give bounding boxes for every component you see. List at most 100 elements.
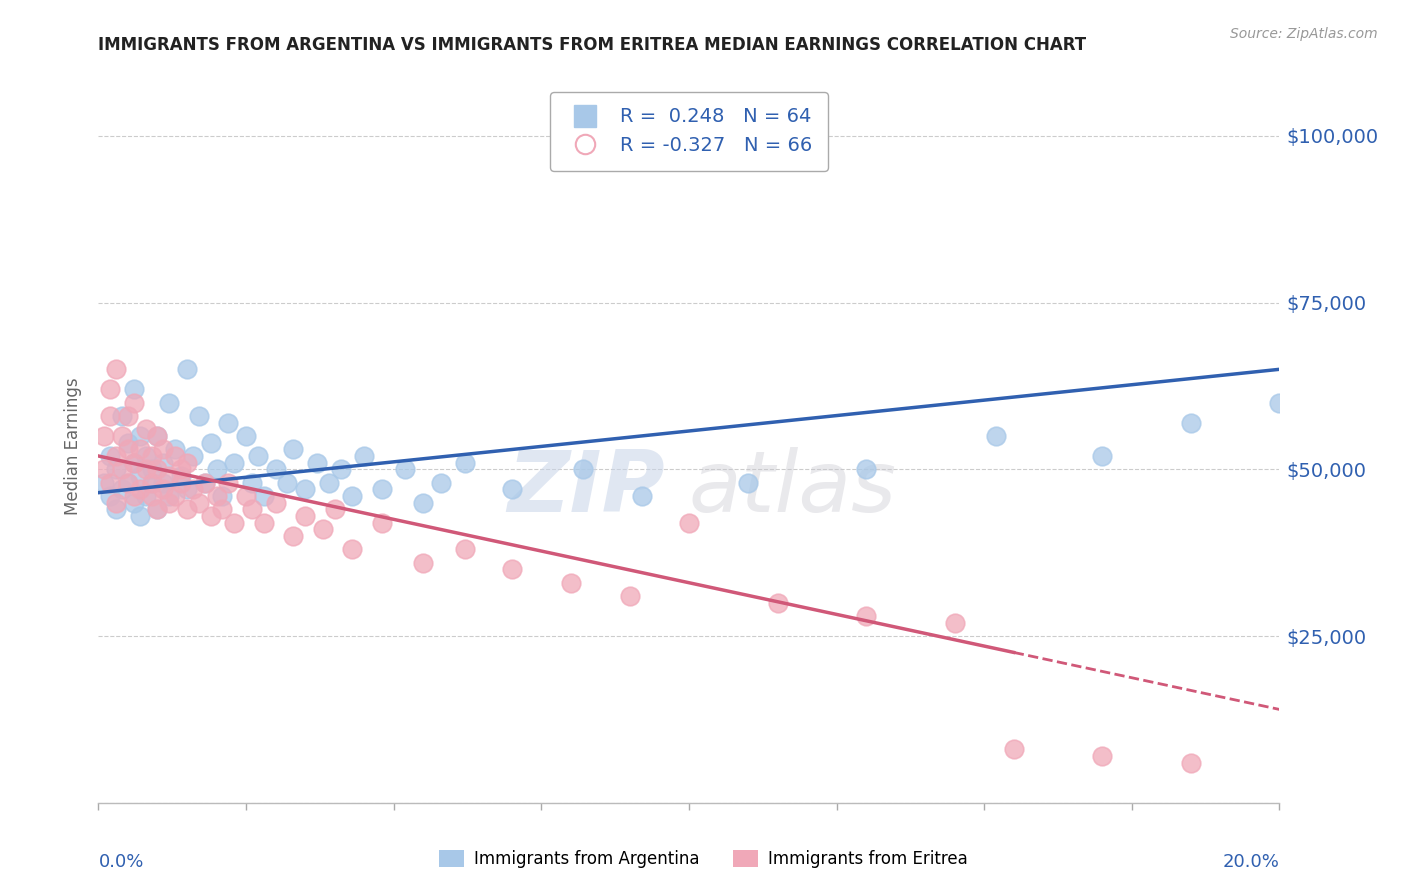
Point: [264, 496, 287, 510]
Point: [305, 456, 328, 470]
Point: [253, 489, 276, 503]
Point: [318, 475, 340, 490]
Point: [157, 489, 180, 503]
Point: [105, 462, 128, 476]
Point: [128, 429, 150, 443]
Point: [128, 483, 150, 497]
Point: [560, 575, 582, 590]
Point: [98, 409, 121, 423]
Point: [453, 456, 475, 470]
Point: [152, 483, 174, 497]
Point: [176, 483, 198, 497]
Point: [111, 462, 134, 476]
Point: [135, 462, 157, 476]
Point: [217, 416, 239, 430]
Point: [323, 502, 346, 516]
Point: [93, 429, 115, 443]
Point: [111, 483, 134, 497]
Point: [224, 516, 246, 530]
Point: [176, 502, 198, 516]
Point: [135, 489, 157, 503]
Point: [141, 489, 163, 503]
Point: [329, 462, 352, 476]
Point: [105, 496, 128, 510]
Point: [855, 462, 877, 476]
Point: [141, 462, 163, 476]
Point: [122, 456, 145, 470]
Point: [111, 429, 134, 443]
Point: [1091, 749, 1114, 764]
Legend: Immigrants from Argentina, Immigrants from Eritrea: Immigrants from Argentina, Immigrants fr…: [432, 843, 974, 875]
Point: [312, 522, 335, 536]
Point: [217, 475, 239, 490]
Point: [135, 422, 157, 436]
Point: [98, 489, 121, 503]
Point: [117, 409, 139, 423]
Point: [105, 449, 128, 463]
Point: [128, 509, 150, 524]
Point: [122, 489, 145, 503]
Point: [165, 489, 187, 503]
Point: [294, 509, 316, 524]
Text: IMMIGRANTS FROM ARGENTINA VS IMMIGRANTS FROM ERITREA MEDIAN EARNINGS CORRELATION: IMMIGRANTS FROM ARGENTINA VS IMMIGRANTS …: [98, 36, 1087, 54]
Point: [264, 462, 287, 476]
Point: [176, 362, 198, 376]
Point: [117, 475, 139, 490]
Point: [165, 449, 187, 463]
Point: [152, 475, 174, 490]
Point: [141, 449, 163, 463]
Point: [1180, 756, 1202, 770]
Point: [246, 449, 269, 463]
Point: [501, 562, 523, 576]
Point: [105, 502, 128, 516]
Point: [943, 615, 966, 630]
Point: [117, 435, 139, 450]
Point: [1180, 416, 1202, 430]
Point: [855, 609, 877, 624]
Text: 20.0%: 20.0%: [1223, 853, 1279, 871]
Point: [117, 475, 139, 490]
Point: [122, 395, 145, 409]
Point: [128, 442, 150, 457]
Point: [200, 509, 222, 524]
Point: [235, 489, 257, 503]
Point: [678, 516, 700, 530]
Point: [211, 489, 233, 503]
Point: [200, 435, 222, 450]
Point: [146, 429, 169, 443]
Point: [283, 442, 305, 457]
Point: [187, 496, 209, 510]
Point: [170, 475, 193, 490]
Point: [342, 489, 364, 503]
Point: [181, 449, 204, 463]
Point: [294, 483, 316, 497]
Point: [141, 475, 163, 490]
Point: [240, 502, 263, 516]
Point: [205, 462, 228, 476]
Point: [135, 449, 157, 463]
Point: [141, 475, 163, 490]
Point: [181, 483, 204, 497]
Point: [619, 589, 641, 603]
Point: [194, 475, 217, 490]
Point: [157, 496, 180, 510]
Point: [157, 395, 180, 409]
Point: [122, 382, 145, 396]
Point: [187, 409, 209, 423]
Point: [93, 462, 115, 476]
Point: [371, 516, 394, 530]
Text: ZIP: ZIP: [508, 447, 665, 531]
Point: [205, 489, 228, 503]
Point: [122, 456, 145, 470]
Point: [412, 556, 434, 570]
Point: [984, 429, 1007, 443]
Point: [240, 475, 263, 490]
Point: [412, 496, 434, 510]
Point: [152, 456, 174, 470]
Point: [394, 462, 416, 476]
Point: [501, 483, 523, 497]
Point: [453, 542, 475, 557]
Point: [253, 516, 276, 530]
Point: [146, 502, 169, 516]
Point: [353, 449, 375, 463]
